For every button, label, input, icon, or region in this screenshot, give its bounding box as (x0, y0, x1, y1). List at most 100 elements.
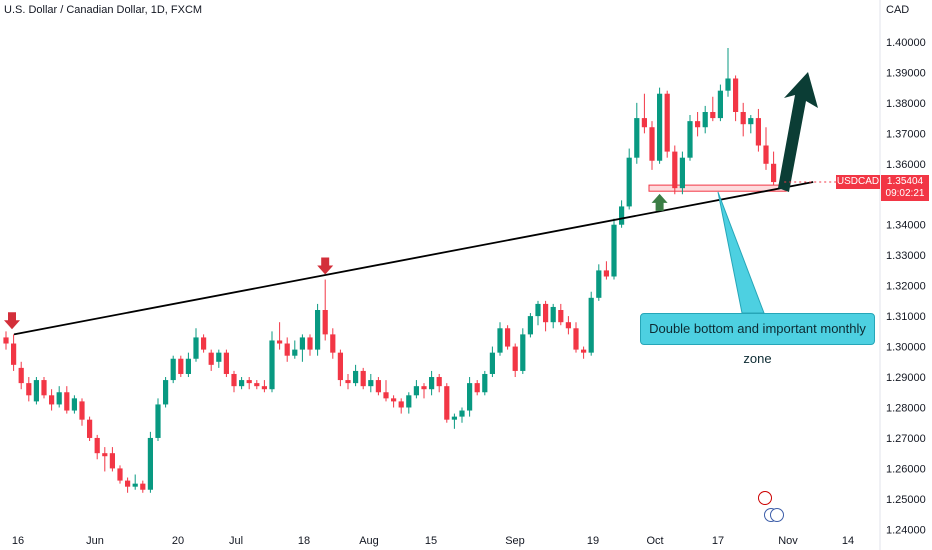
candle-body (163, 380, 169, 405)
candle-body (56, 392, 62, 405)
x-tick-label: Nov (778, 535, 798, 547)
candle-body (140, 483, 146, 490)
candle-body (383, 392, 389, 399)
candle-body (611, 224, 617, 277)
x-tick-label: 17 (712, 535, 724, 547)
y-tick-label: 1.24000 (886, 524, 926, 536)
candle-body (444, 386, 450, 420)
x-tick-label: Oct (646, 535, 663, 547)
y-tick-label: 1.33000 (886, 250, 926, 262)
candle-body (231, 373, 237, 387)
candle-body (299, 337, 305, 350)
candle-body (193, 337, 199, 359)
candle-body (125, 480, 131, 487)
candle-body (710, 111, 716, 119)
candle-body (588, 297, 594, 353)
last-price-box: 1.35404 09:02:21 (881, 175, 929, 201)
canada-flag-icon (758, 491, 772, 505)
candle-body (649, 127, 655, 161)
candle-body (3, 337, 9, 344)
y-tick-label: 1.27000 (886, 433, 926, 445)
candle-body (216, 352, 222, 362)
candle-body (261, 386, 267, 390)
candle-body (315, 310, 321, 350)
candle-body (41, 380, 47, 396)
y-tick-label: 1.36000 (886, 159, 926, 171)
candle-body (254, 383, 260, 387)
candle-body (740, 111, 746, 125)
candle-body (550, 306, 556, 323)
candle-body (581, 349, 587, 353)
annotation-callout[interactable]: Double bottom and important monthly zone (640, 313, 875, 366)
y-tick-label: 1.25000 (886, 494, 926, 506)
candle-body (178, 358, 184, 374)
candle-body (102, 453, 108, 457)
x-tick-label: Aug (359, 535, 379, 547)
candle-body (292, 349, 298, 356)
candle-body (307, 337, 313, 350)
x-tick-label: 15 (425, 535, 437, 547)
candle-body (398, 401, 404, 408)
candle-body (330, 334, 336, 353)
candle-body (482, 373, 488, 393)
candle-body (641, 118, 647, 128)
candle-body (429, 377, 435, 390)
candle-body (467, 383, 473, 411)
candle-body (512, 346, 518, 371)
candle-body (755, 118, 761, 146)
candle-body (619, 206, 625, 225)
bar-countdown: 09:02:21 (885, 188, 925, 199)
y-tick-label: 1.26000 (886, 463, 926, 475)
candle-body (26, 383, 32, 396)
y-tick-label: 1.28000 (886, 402, 926, 414)
candle-body (573, 328, 579, 350)
candle-body (679, 157, 685, 189)
candle-body (391, 398, 397, 402)
candle-body (558, 310, 564, 323)
candle-body (459, 410, 465, 417)
x-tick-label: 18 (298, 535, 310, 547)
y-tick-label: 1.40000 (886, 37, 926, 49)
candle-body (277, 340, 283, 344)
candle-body (208, 352, 214, 365)
candle-body (87, 419, 93, 438)
y-tick-label: 1.30000 (886, 342, 926, 354)
candle-body (596, 270, 602, 298)
candle-body (603, 270, 609, 277)
candle-body (565, 322, 571, 329)
candle-body (626, 157, 632, 207)
y-tick-label: 1.31000 (886, 311, 926, 323)
x-tick-label: 14 (842, 535, 854, 547)
candle-body (375, 380, 381, 393)
candle-body (421, 386, 427, 390)
x-tick-label: 16 (12, 535, 24, 547)
candle-body (535, 303, 541, 317)
y-tick-label: 1.34000 (886, 220, 926, 232)
y-tick-label: 1.32000 (886, 281, 926, 293)
candle-body (239, 380, 245, 387)
candle-body (353, 370, 359, 384)
candle-body (657, 93, 663, 161)
us-flag-icon (770, 508, 784, 522)
candle-body (771, 163, 777, 183)
candle-body (33, 380, 39, 402)
candle-body (406, 395, 412, 408)
candle-body (543, 303, 549, 323)
candle-body (284, 343, 290, 356)
chart-title: U.S. Dollar / Canadian Dollar, 1D, FXCM (4, 4, 203, 16)
candle-body (368, 380, 374, 387)
candle-body (436, 377, 442, 387)
x-tick-label: 20 (172, 535, 184, 547)
candle-body (489, 352, 495, 374)
candle-body (451, 416, 457, 420)
last-price: 1.35404 (886, 176, 924, 187)
x-tick-label: Jul (229, 535, 243, 547)
candle-body (687, 121, 693, 158)
candle-body (474, 383, 480, 393)
candle-body (18, 367, 24, 384)
candle-body (322, 310, 328, 335)
candle-body (147, 437, 153, 490)
candle-body (79, 401, 85, 420)
x-tick-label: 19 (587, 535, 599, 547)
